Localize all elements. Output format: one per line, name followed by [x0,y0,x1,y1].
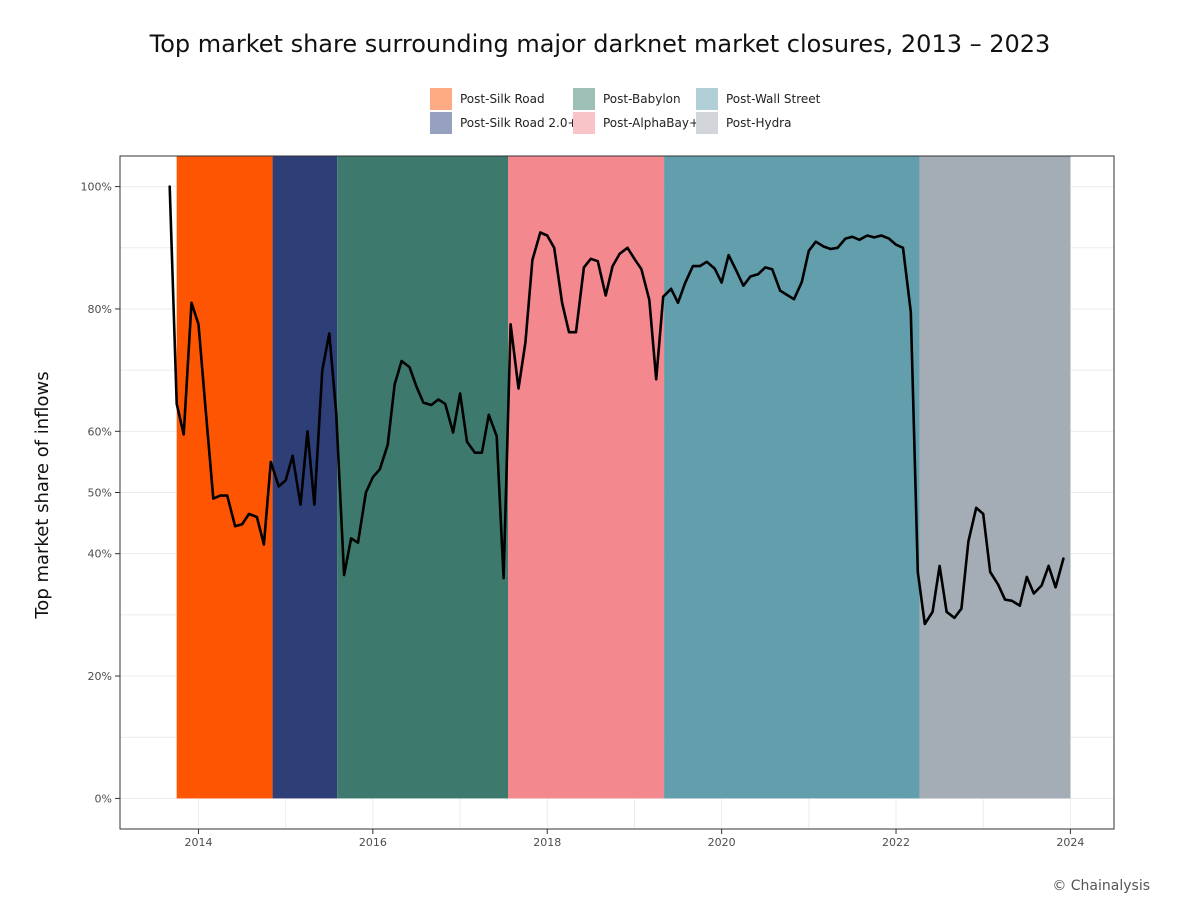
x-tick-label: 2014 [184,836,212,849]
x-tick-label: 2022 [882,836,910,849]
y-tick-label: 80% [88,303,112,316]
legend-label: Post-Wall Street [726,92,821,106]
series-line-0 [168,185,1065,626]
legend: Post-Silk Road Post-Silk Road 2.0+ Post-Ba… [430,88,821,134]
x-tick-label: 2016 [359,836,387,849]
legend-swatch [573,88,595,110]
plot-area [119,155,1115,830]
y-tick-label: 40% [88,548,112,561]
y-tick-label: 100% [81,181,112,194]
y-tick-label: 60% [88,425,112,438]
x-tick-label: 2024 [1056,836,1084,849]
legend-item-1: Post-Silk Road 2.0+ [430,112,578,134]
legend-item-2: Post-Babylon [573,88,681,110]
chart-title: Top market share surrounding major darkn… [149,30,1051,58]
legend-label: Post-Silk Road 2.0+ [460,116,578,130]
period-band-0 [176,156,273,799]
x-tick-label: 2020 [708,836,736,849]
legend-swatch [573,112,595,134]
period-bands [176,156,1071,799]
legend-label: Post-Silk Road [460,92,545,106]
y-tick-label: 0% [95,792,112,805]
period-band-3 [508,156,665,799]
legend-item-5: Post-Hydra [696,112,791,134]
series-lines [168,185,1065,626]
x-axis: 2014 2016 2018 2020 2022 2024 [184,829,1084,849]
period-band-2 [337,156,509,799]
legend-item-0: Post-Silk Road [430,88,545,110]
legend-label: Post-Hydra [726,116,791,130]
y-axis: 0% 20% 40% 50% 60% 80% 100% [81,181,120,805]
legend-item-4: Post-Wall Street [696,88,821,110]
legend-swatch [696,88,718,110]
y-axis-label: Top market share of inflows [32,371,53,619]
y-tick-label: 50% [88,487,112,500]
credit-text: © Chainalysis [1052,878,1150,894]
legend-label: Post-Babylon [603,92,681,106]
y-tick-label: 20% [88,670,112,683]
legend-swatch [430,112,452,134]
legend-swatch [696,112,718,134]
legend-item-3: Post-AlphaBay+ [573,112,699,134]
x-tick-label: 2018 [533,836,561,849]
period-band-5 [919,156,1071,799]
legend-label: Post-AlphaBay+ [603,116,699,130]
period-band-1 [272,156,338,799]
period-band-4 [664,156,920,799]
legend-swatch [430,88,452,110]
